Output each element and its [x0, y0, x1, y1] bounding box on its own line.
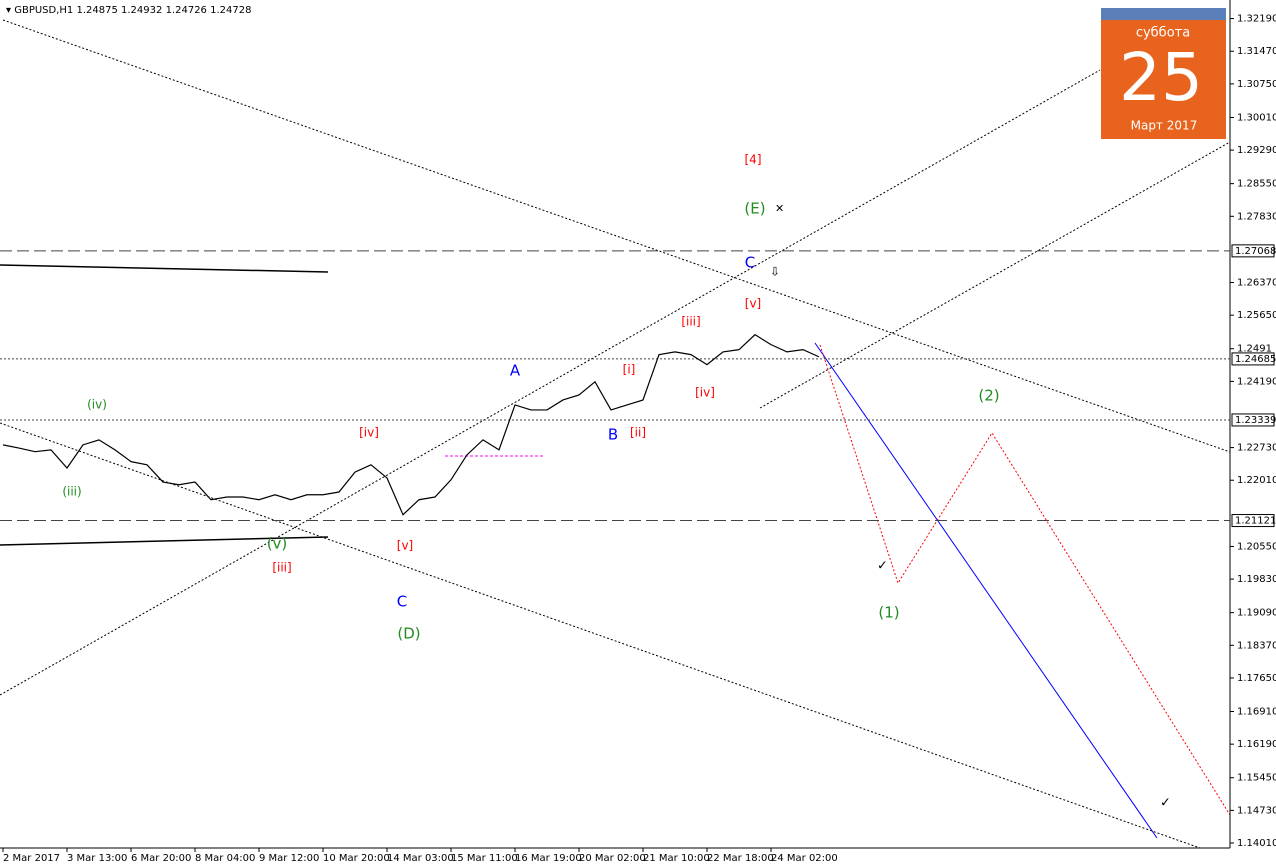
header: ▾ GBPUSD,H1 1.24875 1.24932 1.24726 1.24…	[6, 5, 251, 16]
wave-label: [ii]	[630, 426, 646, 440]
wave-label: [iii]	[681, 315, 700, 329]
drawing-objects: ✓ ✓ ⇩ ✕	[0, 19, 1231, 849]
y-tick-label: 1.16190	[1237, 739, 1276, 750]
calendar-rings	[1101, 8, 1226, 20]
y-tick-label: 1.20550	[1237, 541, 1276, 552]
y-tick-label: 1.14730	[1237, 805, 1276, 816]
y-tick-label: 1.31470	[1237, 46, 1276, 57]
wave-label: C	[397, 593, 407, 611]
y-tick-label: 1.32190	[1237, 14, 1276, 25]
wave-label: (D)	[397, 625, 420, 643]
y-tick-label: 1.18370	[1237, 640, 1276, 651]
level-label-box	[1231, 352, 1275, 366]
level-label: 1.27068	[1235, 246, 1276, 257]
y-tick-label: 1.28550	[1237, 179, 1276, 190]
y-tick-label: 1.22730	[1237, 443, 1276, 454]
wave-label: [i]	[623, 363, 636, 377]
cross-icon: ✕	[775, 202, 784, 215]
x-tick-label: 20 Mar 02:00	[579, 853, 646, 864]
wave-label: [iv]	[359, 426, 379, 440]
wave-label: (E)	[744, 200, 765, 218]
trend-line	[2, 19, 1231, 453]
wave-label: C	[745, 254, 755, 272]
x-tick-label: 14 Mar 03:00	[387, 853, 454, 864]
x-tick-label: 24 Mar 02:00	[771, 853, 838, 864]
wave-label: [iii]	[272, 561, 291, 575]
y-tick-label: 1.22010	[1237, 475, 1276, 486]
y-tick-label: 1.17650	[1237, 673, 1276, 684]
check-mark: ✓	[1160, 796, 1171, 811]
wave-label: (iv)	[87, 398, 107, 412]
quote: 1.24932	[121, 5, 162, 16]
x-tick-label: 9 Mar 12:00	[259, 853, 319, 864]
x-tick-label: 15 Mar 11:00	[451, 853, 518, 864]
y-tick-label: 1.15450	[1237, 773, 1276, 784]
y-tick-label: 1.27830	[1237, 211, 1276, 222]
y-tick-label: 1.2491	[1237, 344, 1272, 355]
trend-line	[0, 264, 329, 273]
x-tick-label: 22 Mar 18:00	[707, 853, 774, 864]
wave-label: (1)	[878, 604, 899, 622]
wave-label: [v]	[745, 297, 761, 311]
x-tick-label: 8 Mar 04:00	[195, 853, 255, 864]
x-tick-label: 2 Mar 2017	[3, 853, 60, 864]
level-label-box	[1231, 413, 1275, 427]
y-tick-label: 1.25650	[1237, 310, 1276, 321]
y-tick-label: 1.24190	[1237, 376, 1276, 387]
trend-line	[0, 69, 1101, 696]
wave-label: (v)	[267, 535, 288, 553]
level-label: 1.21121	[1235, 516, 1276, 527]
wave-label: [4]	[745, 153, 762, 167]
y-tick-label: 1.16910	[1237, 707, 1276, 718]
wave-label: (iii)	[62, 485, 81, 499]
y-tick-label: 1.19090	[1237, 608, 1276, 619]
y-tick-label: 1.29290	[1237, 145, 1276, 156]
projection-line	[814, 342, 1158, 839]
calendar-weekday: суббота	[1136, 26, 1190, 41]
wave-label: A	[510, 362, 521, 380]
calendar-widget: суббота 25 Март 2017	[1101, 8, 1226, 139]
x-tick-label: 21 Mar 10:00	[643, 853, 710, 864]
x-tick-label: 10 Mar 20:00	[323, 853, 390, 864]
level-label-box	[1231, 244, 1275, 258]
wave-label: [iv]	[695, 386, 715, 400]
quote: 1.24875	[76, 5, 117, 16]
wave-label: (2)	[978, 387, 999, 405]
y-tick-label: 1.26370	[1237, 278, 1276, 289]
level-label: 1.23339	[1235, 415, 1276, 426]
y-tick-label: 1.19830	[1237, 574, 1276, 585]
wave-label: [v]	[397, 539, 413, 553]
y-tick-label: 1.30750	[1237, 79, 1276, 90]
trend-line	[0, 422, 1201, 849]
level-label: 1.24685	[1235, 354, 1276, 365]
price-line	[2, 333, 820, 516]
y-tick-label: 1.14010	[1237, 838, 1276, 849]
symbol: GBPUSD,H1	[14, 5, 73, 16]
arrow-icon: ⇩	[770, 265, 780, 279]
projection-path	[819, 344, 1231, 816]
x-tick-label: 16 Mar 19:00	[515, 853, 582, 864]
quote: 1.24726	[166, 5, 207, 16]
level-label-box	[1231, 514, 1275, 528]
x-tick-label: 3 Mar 13:00	[67, 853, 127, 864]
trend-line	[0, 536, 329, 546]
quote: 1.24728	[210, 5, 251, 16]
check-mark: ✓	[877, 559, 888, 574]
calendar-bg	[1101, 8, 1226, 139]
trend-line	[759, 141, 1231, 409]
wave-label: B	[608, 426, 618, 444]
calendar-day: 25	[1119, 39, 1203, 116]
y-tick-label: 1.30010	[1237, 112, 1276, 123]
calendar-month: Март 2017	[1131, 119, 1198, 133]
x-tick-label: 6 Mar 20:00	[131, 853, 191, 864]
